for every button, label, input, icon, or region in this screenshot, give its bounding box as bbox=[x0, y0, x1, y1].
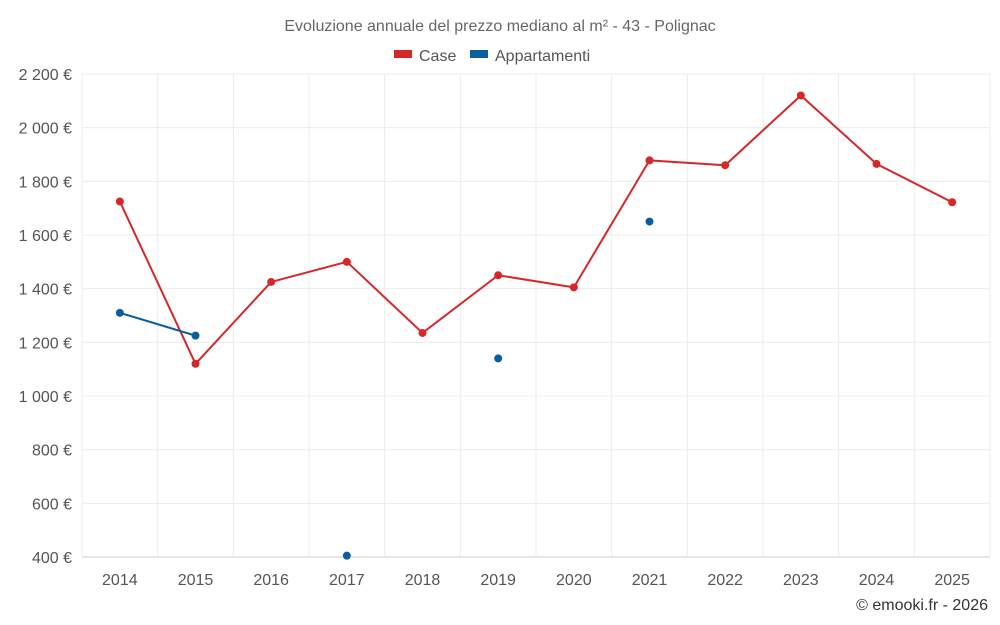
data-point bbox=[191, 359, 200, 368]
data-point bbox=[342, 257, 351, 266]
x-tick-label: 2024 bbox=[859, 572, 895, 589]
y-tick-label: 400 € bbox=[32, 550, 72, 567]
x-tick-label: 2025 bbox=[934, 572, 970, 589]
x-tick-label: 2019 bbox=[480, 572, 516, 589]
x-tick-label: 2017 bbox=[329, 572, 365, 589]
data-point bbox=[418, 328, 427, 337]
x-tick-label: 2016 bbox=[253, 572, 289, 589]
y-tick-label: 1 000 € bbox=[19, 389, 72, 406]
x-tick-label: 2020 bbox=[556, 572, 592, 589]
x-tick-label: 2018 bbox=[405, 572, 441, 589]
x-tick-label: 2023 bbox=[783, 572, 819, 589]
series-line-segment bbox=[270, 260, 348, 283]
data-point bbox=[191, 331, 200, 340]
data-point bbox=[645, 156, 654, 165]
series-line-segment bbox=[194, 281, 272, 365]
series-line-segment bbox=[649, 159, 726, 167]
y-tick-label: 800 € bbox=[32, 443, 72, 460]
series-line-segment bbox=[724, 94, 802, 166]
series-layer bbox=[115, 91, 957, 560]
grid bbox=[81, 73, 991, 558]
legend-label: Appartamenti bbox=[495, 48, 590, 65]
data-point bbox=[721, 161, 730, 170]
data-point bbox=[645, 217, 654, 226]
legend: Case Appartamenti bbox=[394, 48, 590, 65]
chart-title: Evoluzione annuale del prezzo mediano al… bbox=[284, 18, 715, 35]
data-point bbox=[342, 551, 351, 560]
series-line-segment bbox=[876, 162, 953, 204]
data-point bbox=[494, 271, 503, 280]
x-tick-label: 2021 bbox=[632, 572, 668, 589]
data-point bbox=[115, 197, 124, 206]
x-tick-label: 2022 bbox=[707, 572, 743, 589]
data-point bbox=[872, 159, 881, 168]
legend-swatch bbox=[470, 50, 488, 58]
legend-label: Case bbox=[419, 48, 456, 65]
axes: 400 € 600 € 800 € 1 000 € 1 200 € 1 400 € 1 60… bbox=[19, 67, 970, 589]
y-tick-label: 2 200 € bbox=[19, 67, 72, 84]
y-tick-label: 1 400 € bbox=[19, 282, 72, 299]
series-line-segment bbox=[421, 274, 499, 334]
data-point bbox=[115, 308, 124, 317]
legend-swatch bbox=[394, 50, 412, 58]
series-line-segment bbox=[346, 261, 424, 334]
y-tick-label: 2 000 € bbox=[19, 121, 72, 138]
y-tick-label: 1 800 € bbox=[19, 174, 72, 191]
data-point bbox=[796, 91, 805, 100]
x-tick-label: 2015 bbox=[178, 572, 214, 589]
data-point bbox=[569, 283, 578, 292]
series-line-segment bbox=[119, 311, 196, 337]
series-appartamenti bbox=[115, 217, 654, 560]
series-line-segment bbox=[572, 159, 651, 288]
data-point bbox=[494, 354, 503, 363]
y-tick-label: 1 600 € bbox=[19, 228, 72, 245]
x-tick-label: 2014 bbox=[102, 572, 138, 589]
y-tick-label: 1 200 € bbox=[19, 335, 72, 352]
series-line-segment bbox=[118, 201, 197, 365]
series-line-segment bbox=[800, 94, 878, 165]
data-point bbox=[267, 277, 276, 286]
series-line-segment bbox=[498, 274, 574, 289]
y-tick-label: 600 € bbox=[32, 496, 72, 513]
credit-text: © emooki.fr - 2026 bbox=[856, 597, 988, 614]
series-case bbox=[115, 91, 957, 368]
data-point bbox=[948, 198, 957, 207]
